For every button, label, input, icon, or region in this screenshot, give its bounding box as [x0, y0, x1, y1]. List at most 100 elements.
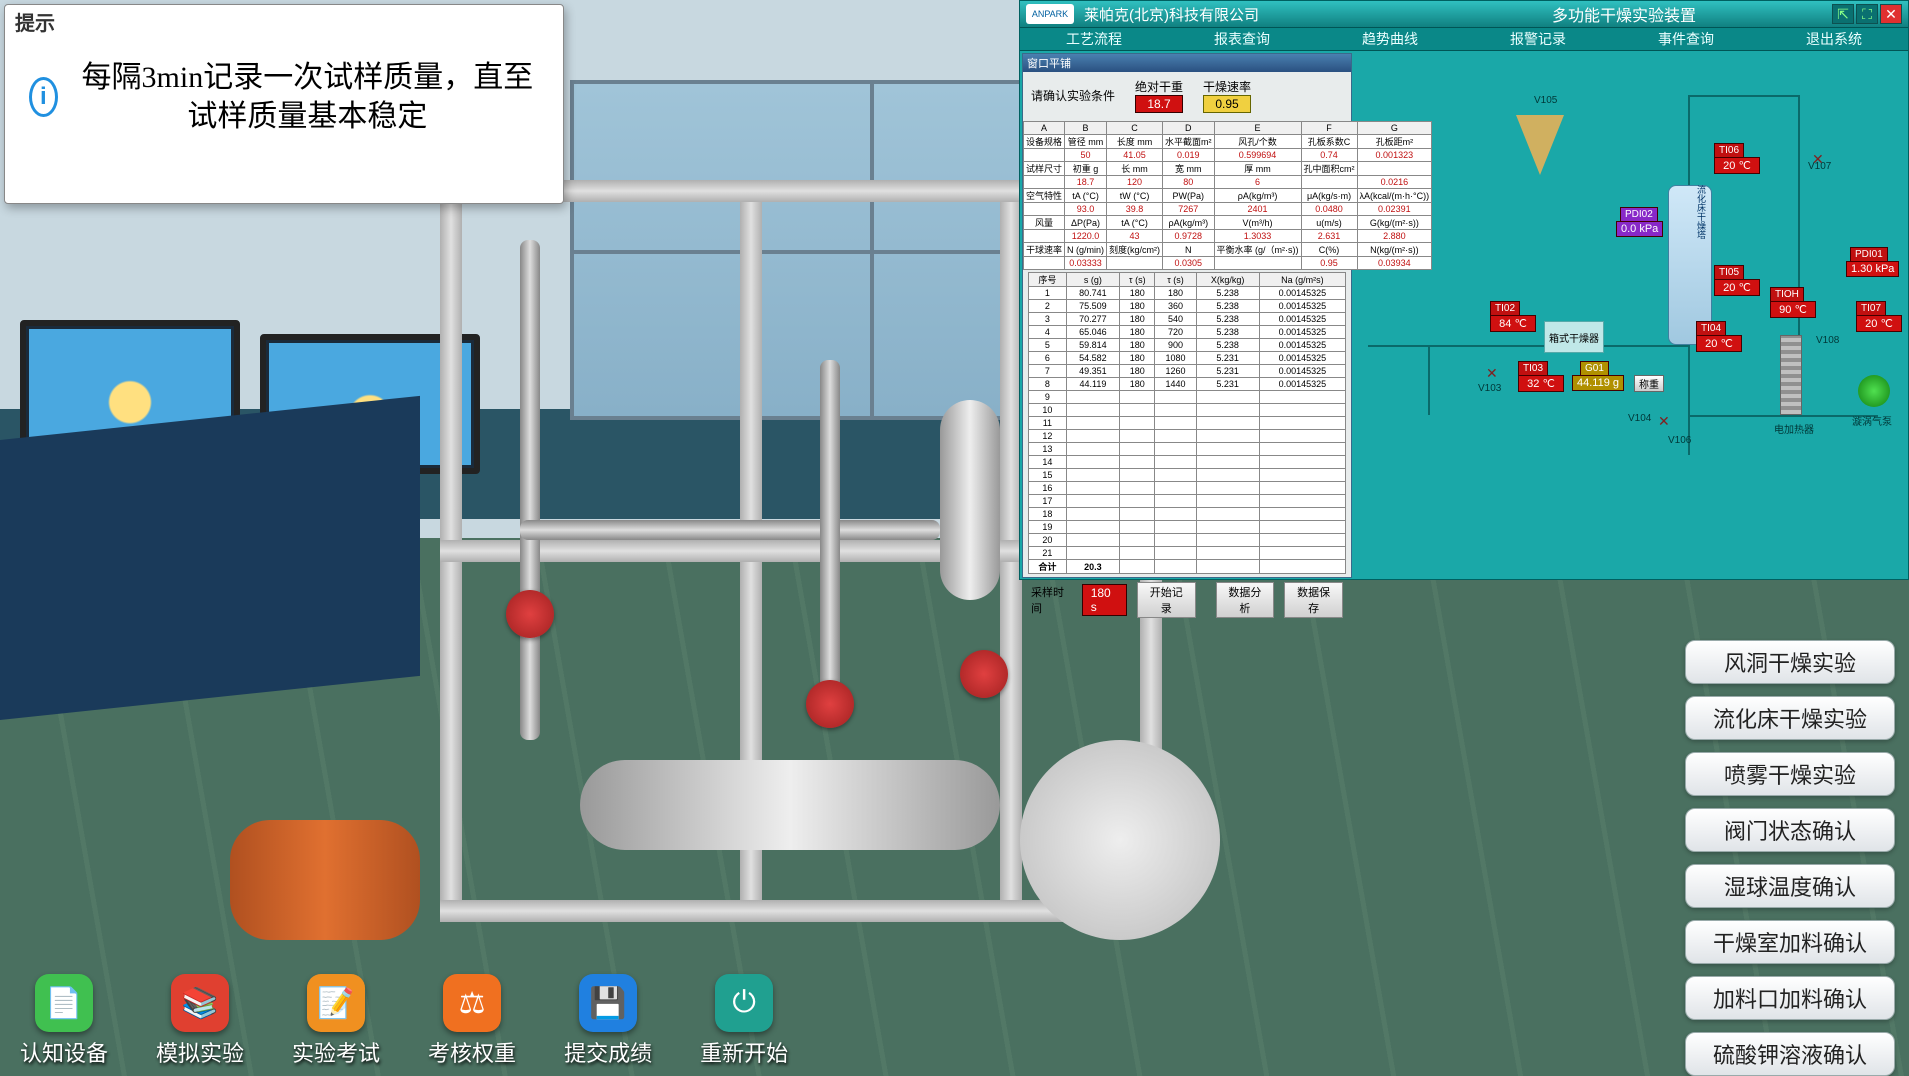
TI06-label: TI06 — [1714, 143, 1744, 158]
TI02-value: 84 ℃ — [1490, 315, 1536, 332]
datawin-title: 窗口平铺 — [1023, 54, 1351, 72]
save-button[interactable]: 数据保存 — [1284, 582, 1343, 618]
v105-label: V105 — [1534, 95, 1557, 106]
bottom-toolbar: 📄 认知设备 📚 模拟实验 📝 实验考试 ⚖考核权重 💾提交成绩 ⏻ 重新开始 — [20, 974, 788, 1068]
PDI01-value: 1.30 kPa — [1846, 261, 1899, 277]
blower — [1020, 740, 1220, 940]
side-button-0[interactable]: 风洞干燥实验 — [1685, 640, 1895, 684]
box-dryer: 箱式干燥器 — [1544, 321, 1604, 353]
company-name: 莱帕克(北京)科技有限公司 — [1084, 4, 1259, 25]
toolbar-item-1[interactable]: 📚 模拟实验 — [156, 974, 244, 1068]
side-button-2[interactable]: 喷雾干燥实验 — [1685, 752, 1895, 796]
v104-label: V104 — [1628, 413, 1651, 424]
menu-exit[interactable]: 退出系统 — [1806, 29, 1862, 49]
valve-red-2[interactable] — [806, 680, 854, 728]
PDI01-label: PDI01 — [1850, 247, 1888, 262]
hint-title: 提示 — [5, 5, 563, 38]
close-icon[interactable]: ✕ — [1880, 4, 1902, 24]
menu-process[interactable]: 工艺流程 — [1066, 29, 1122, 49]
toolbar-icon: 📚 — [171, 974, 229, 1032]
scada-header: ANPARK 莱帕克(北京)科技有限公司 多功能干燥实验装置 ⇱ ⛶ ✕ — [1020, 1, 1908, 27]
TI03-label: TI03 — [1518, 361, 1548, 376]
confirm-label: 请确认实验条件 — [1031, 87, 1115, 104]
sample-time-value: 180 s — [1082, 584, 1127, 616]
side-button-5[interactable]: 干燥室加料确认 — [1685, 920, 1895, 964]
toolbar-icon: 📝 — [307, 974, 365, 1032]
valve-icon[interactable]: ✕ — [1658, 413, 1670, 430]
weigh-button[interactable]: 称重 — [1634, 375, 1664, 392]
toolbar-icon: ⏻ — [715, 974, 773, 1032]
side-button-6[interactable]: 加料口加料确认 — [1685, 976, 1895, 1020]
menu-report[interactable]: 报表查询 — [1214, 29, 1270, 49]
data-window: 窗口平铺 请确认实验条件 绝对干重 18.7 干燥速率 0.95 ABCDEFG… — [1022, 53, 1352, 578]
TIOH-value: 90 ℃ — [1770, 301, 1816, 318]
analyze-button[interactable]: 数据分析 — [1216, 582, 1275, 618]
dry-rate-label: 干燥速率 — [1203, 78, 1251, 95]
start-record-button[interactable]: 开始记录 — [1137, 582, 1196, 618]
toolbar-icon: 📄 — [35, 974, 93, 1032]
valve-icon[interactable]: ✕ — [1486, 365, 1498, 382]
side-button-1[interactable]: 流化床干燥实验 — [1685, 696, 1895, 740]
v103-label: V103 — [1478, 383, 1501, 394]
toolbar-label: 模拟实验 — [156, 1036, 244, 1068]
valve-icon[interactable]: ✕ — [1812, 151, 1824, 168]
TI03-value: 32 ℃ — [1518, 375, 1564, 392]
toolbar-label: 认知设备 — [20, 1036, 108, 1068]
TI04-label: TI04 — [1696, 321, 1726, 336]
TI02-label: TI02 — [1490, 301, 1520, 316]
scada-menu: 工艺流程 报表查询 趋势曲线 报警记录 事件查询 退出系统 — [1020, 27, 1908, 51]
valve-red-1[interactable] — [506, 590, 554, 638]
hint-text: 每隔3min记录一次试样质量，直至试样质量基本稳定 — [76, 58, 539, 136]
sample-time-label: 采样时间 — [1031, 584, 1072, 616]
G01-label: G01 — [1580, 361, 1609, 376]
toolbar-label: 重新开始 — [700, 1036, 788, 1068]
scada-panel: ANPARK 莱帕克(北京)科技有限公司 多功能干燥实验装置 ⇱ ⛶ ✕ 工艺流… — [1019, 0, 1909, 580]
fan-icon — [1858, 375, 1890, 407]
side-button-3[interactable]: 阀门状态确认 — [1685, 808, 1895, 852]
info-icon: i — [29, 77, 58, 117]
v106-label: V106 — [1668, 435, 1691, 446]
maximize-icon[interactable]: ⛶ — [1856, 4, 1878, 24]
dry-rate-value: 0.95 — [1203, 95, 1251, 113]
TI06-value: 20 ℃ — [1714, 157, 1760, 174]
series-table: 序号s (g)τ (s)τ (s)X(kg/kg)Na (g/m²s)180.7… — [1028, 272, 1346, 574]
cyclone-icon — [1516, 115, 1564, 175]
compressor-tank — [230, 820, 420, 940]
TIOH-label: TIOH — [1770, 287, 1804, 302]
abs-dry-label: 绝对干重 — [1135, 78, 1183, 95]
toolbar-item-5[interactable]: ⏻ 重新开始 — [700, 974, 788, 1068]
device-title: 多功能干燥实验装置 — [1552, 2, 1696, 26]
vessel-label: 流化床干燥塔 — [1672, 185, 1708, 239]
logo-icon: ANPARK — [1026, 4, 1074, 24]
menu-trend[interactable]: 趋势曲线 — [1362, 29, 1418, 49]
toolbar-label: 实验考试 — [292, 1036, 380, 1068]
menu-event[interactable]: 事件查询 — [1658, 29, 1714, 49]
menu-alarm[interactable]: 报警记录 — [1510, 29, 1566, 49]
minimize-icon[interactable]: ⇱ — [1832, 4, 1854, 24]
desk — [0, 396, 420, 724]
G01-value: 44.119 g — [1572, 375, 1624, 391]
fan-label: 漩涡气泵 — [1852, 413, 1892, 428]
TI07-value: 20 ℃ — [1856, 315, 1902, 332]
heater-label: 电加热器 — [1774, 421, 1814, 436]
side-button-group: 风洞干燥实验流化床干燥实验喷雾干燥实验阀门状态确认湿球温度确认干燥室加料确认加料… — [1685, 640, 1895, 1076]
heater-icon — [1780, 335, 1802, 415]
PDI02-label: PDI02 — [1620, 207, 1658, 222]
side-button-7[interactable]: 硫酸钾溶液确认 — [1685, 1032, 1895, 1076]
process-diagram: 流化床干燥塔 箱式干燥器 TI02 84 ℃ TI03 32 ℃ G01 44.… — [1358, 55, 1904, 575]
side-button-4[interactable]: 湿球温度确认 — [1685, 864, 1895, 908]
TI05-value: 20 ℃ — [1714, 279, 1760, 296]
toolbar-item-4[interactable]: 💾提交成绩 — [564, 974, 652, 1068]
TI04-value: 20 ℃ — [1696, 335, 1742, 352]
toolbar-item-3[interactable]: ⚖考核权重 — [428, 974, 516, 1068]
v108-label: V108 — [1816, 335, 1839, 346]
toolbar-item-0[interactable]: 📄 认知设备 — [20, 974, 108, 1068]
toolbar-item-2[interactable]: 📝 实验考试 — [292, 974, 380, 1068]
abs-dry-value: 18.7 — [1135, 95, 1183, 113]
toolbar-label: 考核权重 — [428, 1036, 516, 1068]
valve-red-3[interactable] — [960, 650, 1008, 698]
TI07-label: TI07 — [1856, 301, 1886, 316]
toolbar-label: 提交成绩 — [564, 1036, 652, 1068]
hint-panel: 提示 i 每隔3min记录一次试样质量，直至试样质量基本稳定 — [4, 4, 564, 204]
TI05-label: TI05 — [1714, 265, 1744, 280]
